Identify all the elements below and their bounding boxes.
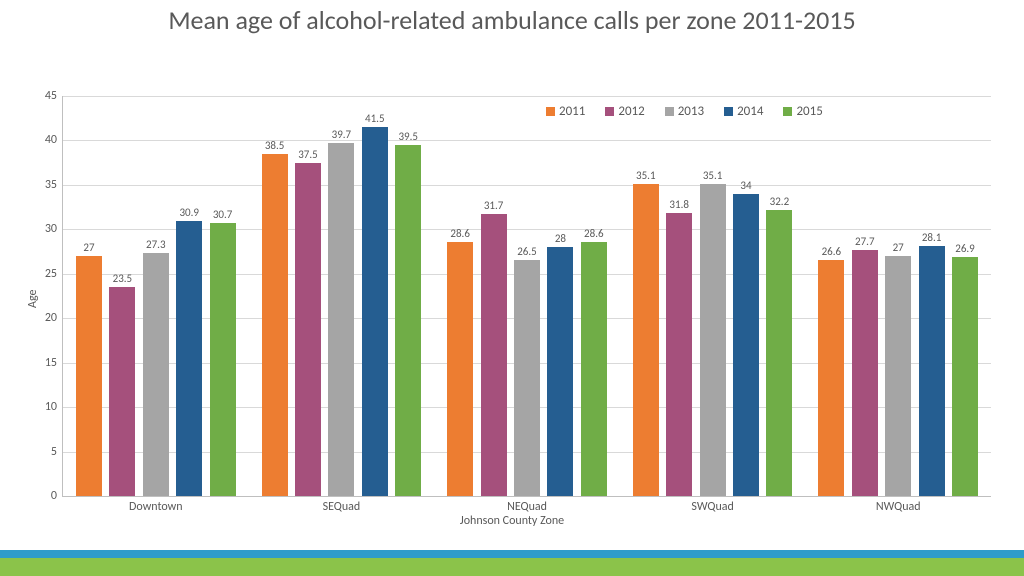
slide: Mean age of alcohol-related ambulance ca… bbox=[0, 0, 1024, 576]
bar bbox=[700, 184, 726, 496]
data-label: 31.8 bbox=[659, 198, 699, 211]
data-label: 26.5 bbox=[507, 245, 547, 258]
data-label: 30.7 bbox=[203, 208, 243, 221]
y-tick-label: 15 bbox=[29, 356, 57, 370]
data-label: 39.7 bbox=[321, 128, 361, 141]
x-axis-title: Johnson County Zone bbox=[460, 514, 564, 528]
bar bbox=[952, 257, 978, 496]
category-label: NWQuad bbox=[876, 500, 921, 514]
y-tick-label: 0 bbox=[29, 489, 57, 503]
y-tick-label: 20 bbox=[29, 311, 57, 325]
chart: 20112012201320142015 0510152025303540452… bbox=[18, 78, 1006, 534]
data-label: 28.6 bbox=[574, 227, 614, 240]
bar bbox=[766, 210, 792, 496]
bar bbox=[919, 246, 945, 496]
bar bbox=[109, 287, 135, 496]
bar bbox=[514, 260, 540, 496]
footer-strip-bottom bbox=[0, 558, 1024, 576]
bar bbox=[852, 250, 878, 496]
y-tick-label: 5 bbox=[29, 445, 57, 459]
data-label: 27 bbox=[69, 241, 109, 254]
bar bbox=[481, 214, 507, 496]
bar bbox=[328, 143, 354, 496]
gridline bbox=[63, 96, 991, 97]
data-label: 26.9 bbox=[945, 242, 985, 255]
y-axis-title: Age bbox=[26, 290, 40, 308]
category-label: SEQuad bbox=[323, 500, 361, 514]
data-label: 34 bbox=[726, 179, 766, 192]
data-label: 32.2 bbox=[759, 195, 799, 208]
plot-area: 0510152025303540452723.527.330.930.7Down… bbox=[62, 96, 991, 497]
gridline bbox=[63, 140, 991, 141]
bar bbox=[143, 253, 169, 496]
bar bbox=[733, 194, 759, 496]
bar bbox=[447, 242, 473, 496]
data-label: 28.6 bbox=[440, 227, 480, 240]
gridline bbox=[63, 185, 991, 186]
y-tick-label: 10 bbox=[29, 400, 57, 414]
bar bbox=[210, 223, 236, 496]
bar bbox=[176, 221, 202, 496]
bar bbox=[818, 260, 844, 496]
data-label: 41.5 bbox=[355, 112, 395, 125]
data-label: 31.7 bbox=[474, 199, 514, 212]
category-label: NEQuad bbox=[507, 500, 547, 514]
data-label: 35.1 bbox=[626, 169, 666, 182]
data-label: 39.5 bbox=[388, 130, 428, 143]
data-label: 37.5 bbox=[288, 148, 328, 161]
bar bbox=[581, 242, 607, 496]
y-tick-label: 35 bbox=[29, 178, 57, 192]
bar bbox=[76, 256, 102, 496]
bar bbox=[262, 154, 288, 496]
category-label: Downtown bbox=[129, 500, 183, 514]
bar bbox=[295, 163, 321, 496]
y-tick-label: 25 bbox=[29, 267, 57, 281]
y-tick-label: 40 bbox=[29, 133, 57, 147]
bar bbox=[362, 127, 388, 496]
y-tick-label: 45 bbox=[29, 89, 57, 103]
data-label: 27.3 bbox=[136, 238, 176, 251]
bar bbox=[633, 184, 659, 496]
bar bbox=[666, 213, 692, 496]
chart-title: Mean age of alcohol-related ambulance ca… bbox=[0, 0, 1024, 36]
bar bbox=[547, 247, 573, 496]
bar bbox=[885, 256, 911, 496]
data-label: 23.5 bbox=[102, 272, 142, 285]
y-tick-label: 30 bbox=[29, 222, 57, 236]
bar bbox=[395, 145, 421, 496]
category-label: SWQuad bbox=[691, 500, 733, 514]
